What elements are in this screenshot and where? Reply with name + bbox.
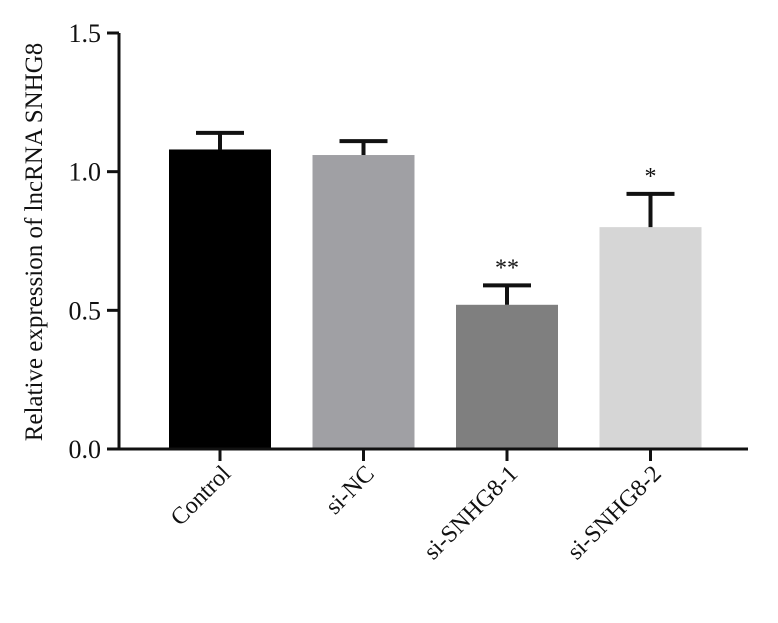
bar — [312, 155, 415, 449]
significance-marker: ** — [495, 255, 519, 281]
x-tick-label: Control — [166, 461, 236, 531]
y-tick-label: 0.5 — [69, 296, 102, 325]
bar — [599, 227, 702, 449]
x-ticks-group: Control si-NC si-SNHG8-1 si-SNHG8-2 — [166, 449, 667, 565]
y-tick-label: 1.0 — [69, 158, 102, 187]
bar — [169, 149, 271, 450]
bar — [456, 304, 558, 449]
x-tick-label: si-SNHG8-2 — [563, 461, 667, 565]
significance-group: *** — [495, 164, 657, 282]
bars-group — [169, 149, 702, 450]
y-tick-label: 1.5 — [69, 19, 102, 48]
error-bars-group — [196, 130, 675, 305]
y-tick-label: 0.0 — [69, 435, 102, 464]
significance-marker: * — [645, 164, 657, 190]
x-tick-label: si-NC — [321, 461, 380, 520]
y-axis-label: Relative expression of lncRNA SNHG8 — [21, 43, 48, 442]
x-tick-label: si-SNHG8-1 — [419, 461, 523, 565]
axes-group — [117, 33, 748, 451]
y-ticks-group: 0.0 0.5 1.0 1.5 — [69, 19, 119, 464]
